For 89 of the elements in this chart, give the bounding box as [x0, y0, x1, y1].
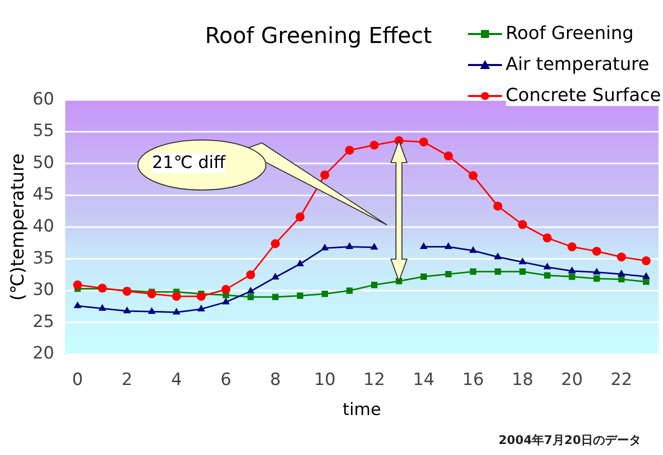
- point: [444, 242, 452, 250]
- y-axis-title: (℃)temperature: [7, 153, 28, 301]
- point: [346, 287, 353, 294]
- point: [296, 259, 304, 266]
- point: [568, 273, 576, 280]
- point: [642, 256, 651, 266]
- chart-title: Roof Greening Effect: [205, 24, 432, 49]
- point: [592, 246, 602, 256]
- x-tick-label: 2: [122, 370, 132, 390]
- point: [370, 242, 378, 250]
- point: [544, 272, 550, 279]
- legend-label: Roof Greening: [506, 23, 634, 44]
- point: [147, 289, 156, 298]
- point: [371, 282, 378, 288]
- point: [73, 280, 82, 290]
- point: [271, 272, 280, 280]
- y-tick-label: 55: [32, 121, 54, 142]
- point: [444, 151, 453, 160]
- point: [197, 304, 206, 312]
- x-tick-label: 0: [72, 370, 84, 390]
- point: [148, 307, 156, 314]
- point: [172, 292, 181, 301]
- x-tick-label: 10: [314, 370, 336, 390]
- point: [592, 268, 601, 274]
- point: [246, 286, 255, 294]
- point: [543, 262, 552, 270]
- y-tick-label: 50: [32, 152, 54, 173]
- point: [270, 239, 280, 248]
- point: [494, 268, 502, 275]
- point: [346, 242, 354, 250]
- y-tick-label: 25: [32, 312, 54, 332]
- annotation: 21℃ diff: [152, 152, 226, 173]
- point: [320, 244, 329, 250]
- point: [518, 258, 526, 264]
- x-tick-label: 16: [462, 370, 484, 390]
- point: [642, 272, 650, 279]
- point: [519, 268, 526, 275]
- point: [469, 246, 477, 253]
- point: [542, 233, 552, 242]
- x-tick-label: 20: [561, 370, 583, 390]
- point: [468, 171, 478, 180]
- y-tick-label: 60: [32, 89, 54, 110]
- point: [567, 242, 576, 252]
- point: [221, 284, 230, 294]
- y-tick-label: 40: [32, 216, 54, 237]
- point: [493, 202, 502, 211]
- x-tick-label: 22: [610, 370, 632, 390]
- point: [518, 220, 528, 230]
- point: [272, 294, 279, 300]
- x-tick-label: 14: [412, 370, 434, 390]
- point: [74, 301, 82, 308]
- x-tick-label: 18: [512, 370, 534, 390]
- point: [616, 252, 626, 262]
- x-tick-label: 8: [270, 370, 281, 390]
- point: [594, 275, 600, 282]
- text: 2004年7月20日のデータ: [498, 432, 641, 449]
- point: [445, 270, 452, 278]
- point: [196, 292, 206, 301]
- point: [320, 170, 330, 180]
- point: [296, 212, 305, 222]
- point: [420, 242, 428, 250]
- point: [642, 278, 650, 285]
- x-tick-label: 4: [171, 370, 182, 390]
- x-axis-title: time: [342, 400, 382, 420]
- point: [420, 273, 427, 280]
- point: [370, 140, 379, 150]
- point: [246, 270, 256, 280]
- point: [618, 270, 626, 276]
- point: [247, 294, 254, 300]
- y-tick-label: 35: [32, 248, 54, 268]
- y-tick-label: 45: [32, 184, 54, 205]
- legend-label: Air temperature: [506, 54, 650, 75]
- point: [470, 268, 476, 275]
- point: [494, 252, 502, 260]
- x-tick-label: 12: [363, 370, 386, 390]
- point: [618, 276, 625, 282]
- point: [123, 306, 131, 314]
- y-tick-label: 20: [32, 344, 54, 364]
- y-tick-label: 30: [32, 280, 54, 300]
- point: [345, 146, 354, 155]
- point: [322, 290, 328, 298]
- point: [568, 266, 576, 274]
- point: [98, 304, 106, 311]
- point: [419, 137, 428, 146]
- point: [222, 298, 230, 304]
- point: [172, 308, 180, 315]
- x-tick-label: 6: [220, 370, 232, 390]
- legend-label: Concrete Surface: [506, 85, 661, 106]
- point: [296, 292, 304, 299]
